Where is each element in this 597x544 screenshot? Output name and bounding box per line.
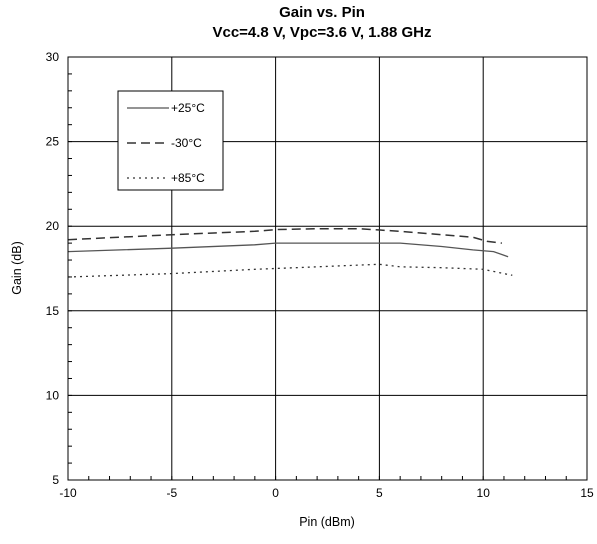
y-tick-label: 5	[52, 473, 59, 487]
y-axis-label: Gain (dB)	[10, 241, 24, 295]
x-axis-label: Pin (dBm)	[299, 515, 355, 529]
y-tick-label: 30	[46, 50, 60, 64]
legend-label: +85°C	[171, 171, 205, 185]
series-line	[67, 227, 502, 244]
x-tick-labels: -10 -5 0 5 10 15	[59, 486, 594, 500]
x-tick-label: -5	[166, 486, 177, 500]
series-line	[67, 242, 509, 258]
y-tick-label: 15	[46, 304, 60, 318]
legend: +25°C -30°C +85°C	[117, 90, 224, 191]
legend-label: +25°C	[171, 101, 205, 115]
legend-label: -30°C	[171, 136, 202, 150]
x-tick-label: 0	[272, 486, 279, 500]
y-tick-label: 10	[46, 388, 60, 402]
x-tick-label: -10	[59, 486, 77, 500]
legend-items: +25°C -30°C +85°C	[127, 101, 205, 185]
y-tick-label: 25	[46, 135, 60, 149]
x-tick-label: 10	[477, 486, 491, 500]
plot-frame	[67, 56, 588, 481]
minor-ticks	[67, 56, 588, 481]
x-tick-label: 5	[376, 486, 383, 500]
chart-title: Gain vs. Pin	[279, 4, 365, 21]
x-tick-label: 15	[580, 486, 594, 500]
y-tick-label: 20	[46, 219, 60, 233]
chart-subtitle: Vcc=4.8 V, Vpc=3.6 V, 1.88 GHz	[212, 24, 431, 41]
series-lines	[67, 227, 513, 278]
gridlines	[67, 56, 588, 481]
y-tick-labels: 5 10 15 20 25 30	[46, 50, 60, 487]
